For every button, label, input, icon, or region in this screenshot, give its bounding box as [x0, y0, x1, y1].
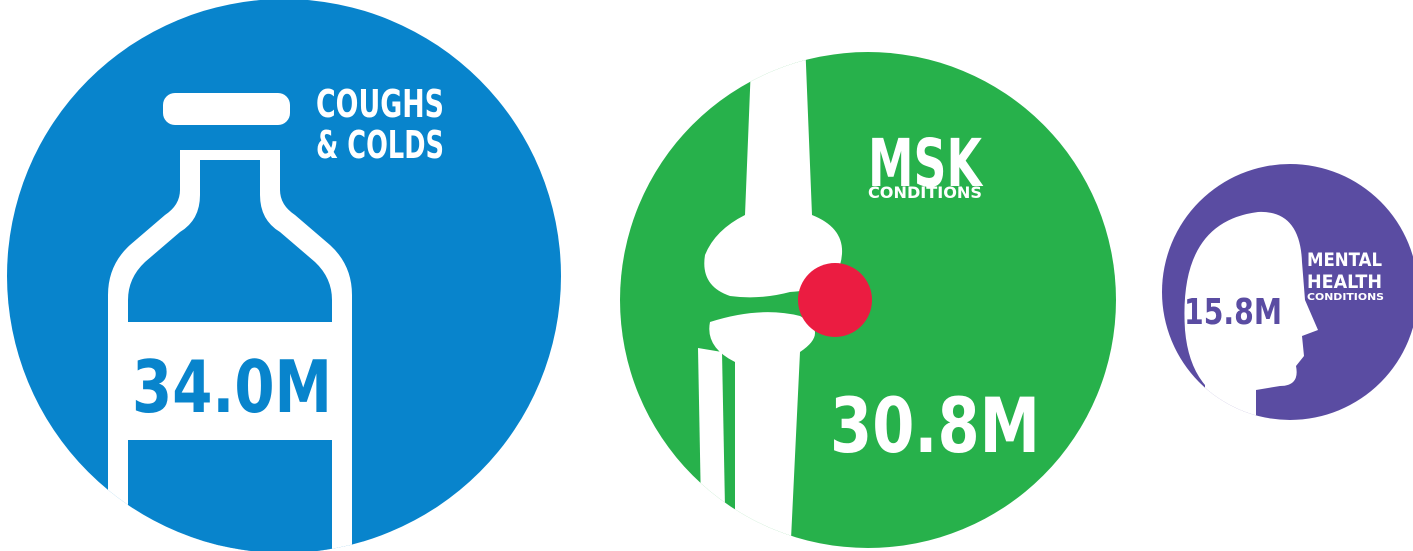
fibula [698, 348, 726, 548]
value: 15.8M [1184, 292, 1282, 333]
label-line: CONDITIONS [1307, 292, 1384, 303]
label-line: HEALTH [1307, 271, 1382, 293]
msk-panel: MSK CONDITIONS 30.8M [620, 52, 1116, 548]
label-line: & COLDS [316, 123, 444, 167]
femur [704, 52, 843, 298]
pain-point [798, 263, 872, 337]
label-line: CONDITIONS [868, 183, 982, 202]
head-silhouette [1184, 211, 1318, 420]
value: 34.0M [132, 345, 332, 429]
bottle-label [128, 322, 332, 440]
bottle-cap [163, 93, 290, 125]
tibia [709, 312, 815, 548]
label-line: MENTAL [1307, 249, 1382, 271]
label-line: MSK [868, 125, 984, 202]
coughs-colds-panel: 34.0M COUGHS & COLDS [7, 0, 561, 551]
value: 30.8M [830, 381, 1040, 470]
mental-health-panel: 15.8M MENTAL HEALTH CONDITIONS [1162, 164, 1413, 420]
label-line: COUGHS [316, 82, 444, 126]
